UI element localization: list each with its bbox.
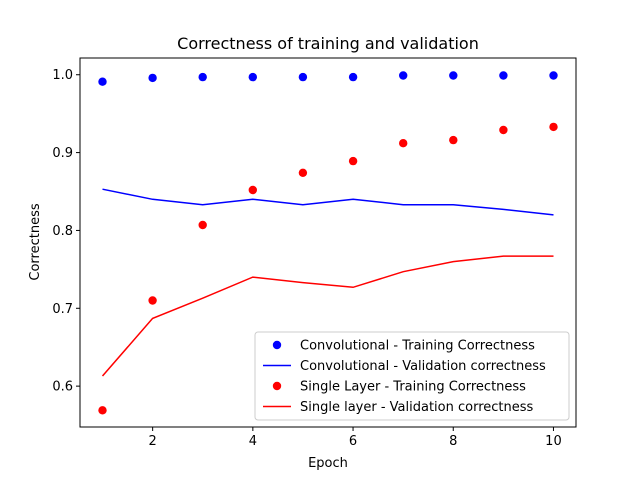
data-point (449, 71, 458, 80)
data-point (348, 72, 358, 82)
data-point (248, 185, 257, 195)
data-point (549, 122, 558, 132)
y-tick-label: 0.6 (52, 380, 73, 395)
data-point (348, 156, 358, 166)
series-2 (98, 122, 558, 415)
legend-entry: Single layer - Validation correctness (300, 400, 534, 415)
legend: Convolutional - Training Correctness Conv… (254, 331, 570, 421)
legend-entry: Single Layer - Training Correctness (300, 380, 526, 395)
legend-marker-swatch (272, 381, 282, 391)
series-3 (101, 255, 554, 377)
x-tick-label: 4 (249, 434, 257, 449)
y-tick-label: 1.0 (52, 68, 73, 83)
data-point (298, 72, 308, 82)
series-0 (98, 71, 558, 86)
data-point (98, 77, 107, 86)
data-point (449, 135, 458, 145)
legend-entry: Convolutional - Validation correctness (300, 359, 546, 374)
data-point (198, 220, 207, 230)
x-axis: 2 4 6 8 10 (149, 427, 562, 449)
legend-marker-swatch (272, 340, 282, 350)
x-tick-label: 6 (349, 434, 357, 449)
y-tick-label: 0.9 (52, 146, 73, 161)
chart-title: Correctness of training and validation (177, 34, 479, 53)
x-tick-label: 8 (449, 434, 457, 449)
data-point (98, 406, 107, 415)
y-axis: 0.6 0.7 0.8 0.9 1.0 (52, 68, 80, 395)
data-point (148, 73, 157, 83)
data-point (499, 125, 508, 135)
data-point (399, 71, 408, 80)
series-layer (98, 71, 558, 415)
data-point (148, 296, 157, 305)
data-point (499, 71, 508, 80)
y-tick-label: 0.8 (52, 224, 73, 239)
series-1 (102, 188, 554, 216)
data-point (198, 72, 207, 82)
plot-frame (79, 57, 577, 428)
data-point (298, 168, 308, 177)
data-point (248, 72, 257, 82)
legend-box (254, 331, 570, 421)
data-point (399, 139, 408, 148)
legend-entry: Convolutional - Training Correctness (300, 339, 535, 354)
y-axis-label: Correctness (28, 203, 43, 280)
x-tick-label: 2 (149, 434, 157, 449)
x-tick-label: 10 (545, 434, 562, 449)
series-line (101, 255, 554, 377)
data-point (549, 71, 558, 80)
series-line (102, 188, 554, 216)
x-axis-label: Epoch (308, 456, 348, 471)
y-tick-label: 0.7 (52, 302, 73, 317)
